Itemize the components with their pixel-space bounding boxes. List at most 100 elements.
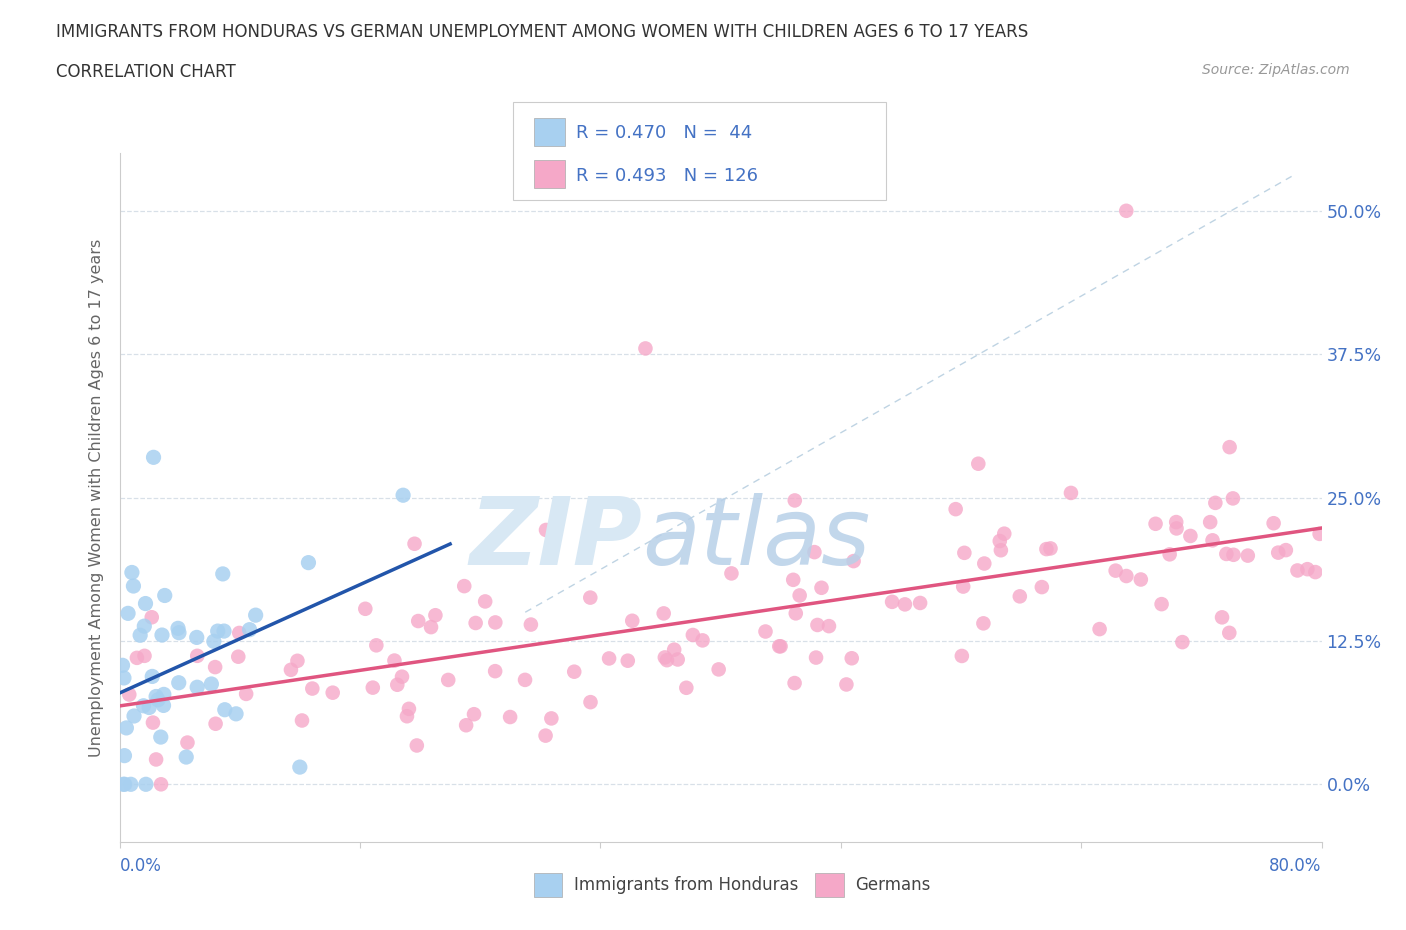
Point <box>1031 579 1053 594</box>
Point <box>973 556 995 571</box>
Point <box>297 555 319 570</box>
Point <box>200 676 222 691</box>
Point <box>520 618 543 632</box>
Point <box>176 735 198 750</box>
Text: CORRELATION CHART: CORRELATION CHART <box>56 63 236 81</box>
Point <box>1150 597 1173 612</box>
Point <box>972 616 994 631</box>
Point <box>803 545 825 560</box>
Point <box>1222 491 1244 506</box>
Point <box>420 619 443 634</box>
Point <box>395 709 418 724</box>
Point <box>288 760 311 775</box>
Point <box>134 596 156 611</box>
Point <box>950 648 973 663</box>
Point <box>1115 568 1137 583</box>
Point <box>125 650 148 665</box>
Point <box>186 630 208 644</box>
Point <box>138 700 160 715</box>
Point <box>287 654 309 669</box>
Point <box>405 738 427 753</box>
Point <box>1159 547 1181 562</box>
Point <box>666 652 689 667</box>
Point <box>122 578 145 593</box>
Point <box>1144 516 1167 531</box>
Point <box>114 777 136 791</box>
Point <box>1309 526 1331 541</box>
Point <box>675 681 697 696</box>
Point <box>908 595 931 610</box>
Point <box>1219 440 1241 455</box>
Point <box>186 680 208 695</box>
Text: 80.0%: 80.0% <box>1270 857 1322 875</box>
Point <box>141 669 163 684</box>
Point <box>682 628 704 643</box>
Point <box>617 653 640 668</box>
Point <box>783 675 806 690</box>
Point <box>129 628 152 643</box>
Point <box>769 639 792 654</box>
Point <box>114 749 136 764</box>
Point <box>361 680 384 695</box>
Point <box>226 649 249 664</box>
Point <box>112 671 135 685</box>
Point <box>967 457 990 472</box>
Point <box>1305 565 1327 579</box>
Point <box>239 622 262 637</box>
Point <box>121 565 143 580</box>
Point <box>754 624 776 639</box>
Point <box>1211 610 1233 625</box>
Point <box>225 707 247 722</box>
Point <box>841 651 863 666</box>
Point <box>1204 496 1226 511</box>
Point <box>117 606 139 621</box>
Point <box>474 594 496 609</box>
Point <box>112 777 135 791</box>
Point <box>768 639 790 654</box>
Point <box>118 687 141 702</box>
Point <box>1222 548 1244 563</box>
Point <box>406 614 429 629</box>
Point <box>1060 485 1083 500</box>
Point <box>1115 204 1137 219</box>
Point <box>988 534 1011 549</box>
Point <box>153 588 176 603</box>
Point <box>291 713 314 728</box>
Point <box>384 653 406 668</box>
Point <box>204 659 226 674</box>
Point <box>806 618 828 632</box>
Point <box>655 653 678 668</box>
Point <box>150 628 173 643</box>
Point <box>122 709 145 724</box>
Point <box>1166 521 1188 536</box>
Point <box>707 662 730 677</box>
Point <box>1180 528 1202 543</box>
Point <box>782 572 804 587</box>
Point <box>204 716 226 731</box>
Point <box>952 579 974 594</box>
Point <box>322 685 344 700</box>
Point <box>1039 541 1062 556</box>
Point <box>540 711 562 725</box>
Point <box>1215 547 1237 562</box>
Point <box>534 523 557 538</box>
Point <box>654 650 676 665</box>
Point <box>634 341 657 356</box>
Point <box>894 597 917 612</box>
Point <box>1199 514 1222 529</box>
Point <box>235 686 257 701</box>
Point <box>167 675 190 690</box>
Point <box>135 777 157 791</box>
Point <box>1104 564 1126 578</box>
Point <box>174 750 197 764</box>
Point <box>132 698 155 713</box>
Text: R = 0.470   N =  44: R = 0.470 N = 44 <box>576 125 752 142</box>
Point <box>141 610 163 625</box>
Point <box>810 580 832 595</box>
Point <box>484 664 506 679</box>
Point <box>245 607 267 622</box>
Point <box>207 624 229 639</box>
Point <box>1218 625 1240 640</box>
Point <box>1008 589 1031 604</box>
Point <box>720 566 742 581</box>
